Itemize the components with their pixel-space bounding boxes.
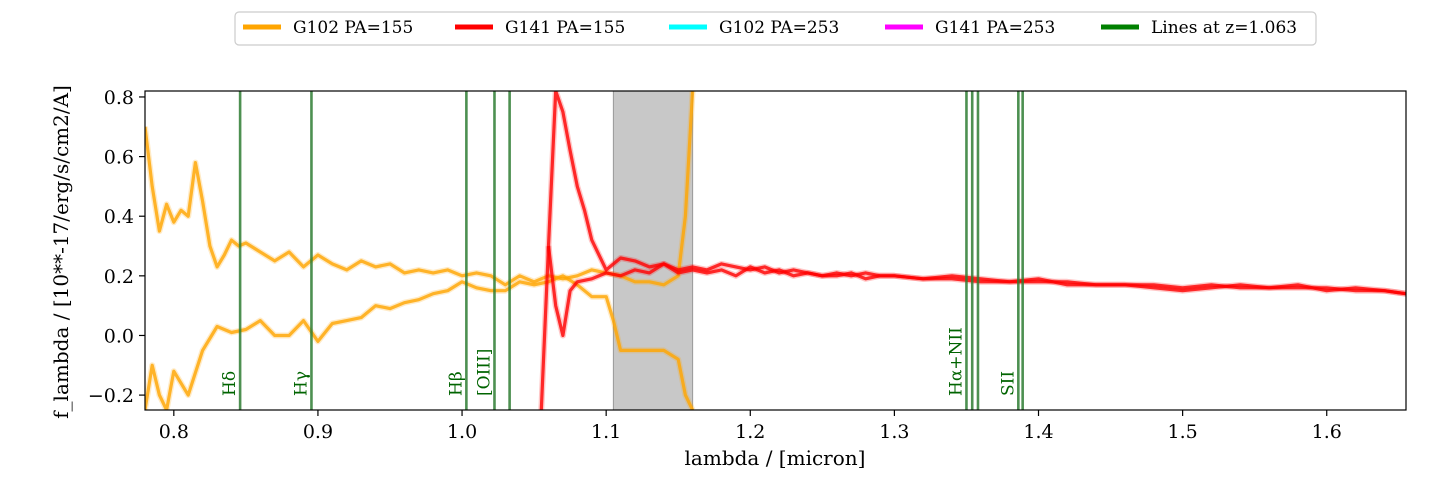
x-tick-label: 1.5 — [1168, 421, 1198, 443]
series-line-1 — [145, 91, 695, 287]
legend-label: Lines at z=1.063 — [1151, 18, 1297, 38]
legend-label: G141 PA=155 — [505, 18, 625, 38]
y-tick-label: 0.2 — [104, 266, 134, 288]
emission-line-label: [OIII] — [475, 349, 495, 396]
emission-line-labels: Hδ Hγ Hβ [OIII] Hα+NII SII — [220, 327, 1018, 396]
legend-label: G141 PA=253 — [935, 18, 1055, 38]
y-axis-title: f_lambda / [10**-17/erg/s/cm2/A] — [49, 85, 73, 419]
x-axis: 0.8 0.9 1.0 1.1 1.2 1.3 1.4 1.5 1.6 — [159, 410, 1342, 443]
series-line-4 — [546, 245, 1406, 338]
emission-lines — [238, 91, 1024, 410]
legend-label: G102 PA=253 — [719, 18, 839, 38]
x-tick-label: 1.0 — [447, 421, 477, 443]
legend-frame — [234, 11, 1317, 46]
x-tick-label: 1.6 — [1312, 421, 1342, 443]
x-axis-title: lambda / [micron] — [685, 446, 866, 470]
emission-line-label: Hα+NII — [947, 327, 967, 396]
x-tick-label: 1.3 — [879, 421, 909, 443]
plot-frame — [144, 90, 1407, 411]
y-tick-label: −0.2 — [88, 385, 134, 407]
x-tick-label: 0.8 — [159, 421, 189, 443]
x-tick-label: 0.9 — [303, 421, 333, 443]
emission-line-label: Hβ — [446, 371, 466, 396]
masked-wavelength-band — [612, 91, 694, 410]
series-line-2 — [145, 274, 695, 410]
masked-band — [612, 91, 694, 410]
y-tick-label: 0.6 — [104, 147, 134, 169]
y-tick-label: 0.4 — [104, 206, 134, 228]
legend: G102 PA=155 G141 PA=155 G102 PA=253 G141 PA… — [234, 11, 1317, 46]
x-tick-label: 1.4 — [1023, 421, 1053, 443]
emission-line-label: Hδ — [220, 371, 240, 396]
series-group — [145, 91, 1406, 410]
x-tick-label: 1.1 — [591, 421, 621, 443]
emission-line-label: Hγ — [292, 371, 312, 396]
legend-label: G102 PA=155 — [293, 18, 413, 38]
x-tick-label: 1.2 — [735, 421, 765, 443]
emission-line-label: SII — [998, 371, 1018, 396]
plot-background — [145, 91, 1406, 410]
y-tick-label: 0.8 — [104, 87, 134, 109]
y-tick-label: 0.0 — [104, 325, 134, 347]
y-axis: −0.2 0.0 0.2 0.4 0.6 0.8 — [88, 87, 145, 407]
